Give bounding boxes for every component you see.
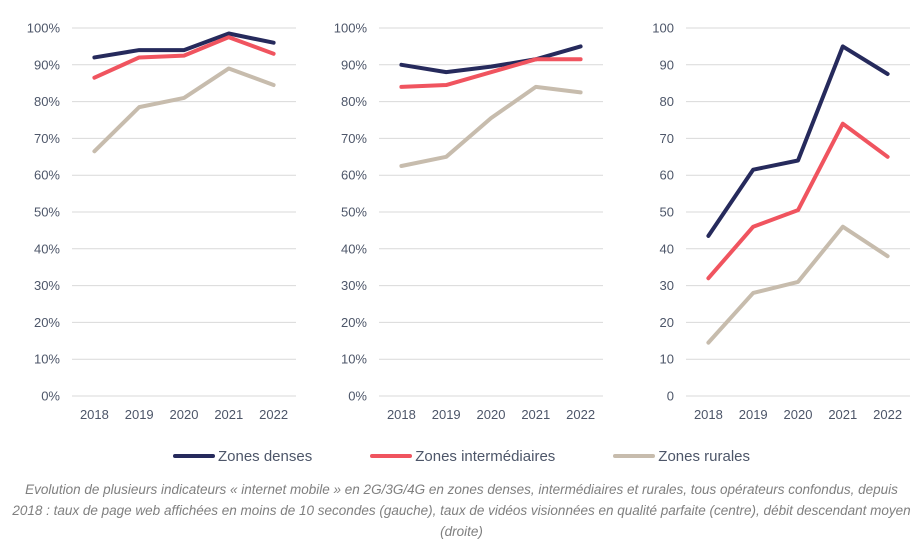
chart-right: 0 10 20 30 40 50 60 70 80 90 100 2018 2019 2020 2021 20…: [614, 6, 921, 430]
series-line-zones-intermédiaires: [706, 121, 890, 281]
y-tick-label: 30%: [34, 278, 60, 293]
y-tick-label: 50: [660, 205, 674, 220]
chart-left: 0% 10% 20% 30% 40% 50% 60% 70% 80% 90% 100% 2018 201…: [0, 6, 307, 430]
y-tick-label: 30: [660, 278, 674, 293]
x-tick-label: 2021: [214, 407, 243, 422]
legend-swatch-zones-intermediaires: [370, 454, 413, 458]
y-tick-label: 20%: [34, 315, 60, 330]
line-chart: 0% 10% 20% 30% 40% 50% 60% 70% 80% 90% 100% 2018 201…: [334, 21, 603, 422]
series-line-zones-rurales: [706, 224, 890, 345]
series-line-zones-rurales: [399, 84, 583, 168]
series-line-zones-rurales: [92, 66, 276, 154]
y-tick-label: 0%: [348, 389, 367, 404]
x-tick-label: 2019: [432, 407, 461, 422]
y-tick-label: 60: [660, 168, 674, 183]
series-line-zones-intermédiaires: [399, 57, 583, 89]
y-tick-label: 10%: [341, 352, 367, 367]
y-tick-label: 70%: [34, 131, 60, 146]
legend-item-zones-rurales: Zones rurales: [613, 448, 750, 465]
y-tick-label: 40%: [34, 241, 60, 256]
legend-item-zones-intermediaires: Zones intermédiaires: [370, 448, 555, 465]
series-line-zones-denses: [399, 44, 583, 75]
y-tick-label: 0%: [41, 389, 60, 404]
x-tick-label: 2019: [125, 407, 154, 422]
figure-caption: Evolution de plusieurs indicateurs « int…: [12, 482, 911, 539]
y-tick-label: 40%: [341, 241, 367, 256]
y-tick-label: 50%: [34, 205, 60, 220]
y-tick-label: 10%: [34, 352, 60, 367]
x-tick-label: 2020: [170, 407, 199, 422]
y-tick-label: 90: [660, 57, 674, 72]
line-chart: 0% 10% 20% 30% 40% 50% 60% 70% 80% 90% 100% 2018 201…: [27, 21, 296, 422]
y-tick-label: 100%: [334, 21, 368, 36]
y-tick-label: 60%: [341, 168, 367, 183]
charts-row: 0% 10% 20% 30% 40% 50% 60% 70% 80% 90% 100% 2018 201…: [0, 6, 923, 430]
y-tick-label: 0: [667, 389, 674, 404]
y-tick-label: 20: [660, 315, 674, 330]
chart-center: 0% 10% 20% 30% 40% 50% 60% 70% 80% 90% 100% 2018 201…: [307, 6, 614, 430]
y-tick-label: 50%: [341, 205, 367, 220]
legend-swatch-zones-rurales: [613, 454, 656, 458]
y-tick-label: 30%: [341, 278, 367, 293]
series-line-zones-denses: [706, 44, 890, 238]
y-tick-label: 100: [652, 21, 674, 36]
x-tick-label: 2020: [784, 407, 813, 422]
series-line-zones-intermédiaires: [92, 35, 276, 80]
y-tick-label: 20%: [341, 315, 367, 330]
y-tick-label: 90%: [34, 57, 60, 72]
x-tick-label: 2022: [873, 407, 902, 422]
legend-label: Zones denses: [217, 447, 313, 465]
line-chart: 0 10 20 30 40 50 60 70 80 90 100 2018 2019 2020 2021 20…: [652, 21, 910, 422]
y-tick-label: 40: [660, 241, 674, 256]
y-tick-label: 90%: [341, 57, 367, 72]
y-tick-label: 70%: [341, 131, 367, 146]
y-tick-label: 80: [660, 94, 674, 109]
y-tick-label: 70: [660, 131, 674, 146]
y-tick-label: 80%: [341, 94, 367, 109]
legend-label: Zones rurales: [658, 447, 750, 465]
x-tick-label: 2018: [80, 407, 109, 422]
y-tick-label: 60%: [34, 168, 60, 183]
legend-item-zones-denses: Zones denses: [172, 447, 313, 465]
legend-label: Zones intermédiaires: [415, 447, 556, 465]
x-tick-label: 2019: [739, 407, 768, 422]
x-tick-label: 2021: [828, 407, 857, 422]
legend: Zones denses Zones intermédiaires Zones …: [0, 444, 923, 468]
x-tick-label: 2022: [259, 407, 288, 422]
x-tick-label: 2021: [521, 407, 550, 422]
x-tick-label: 2022: [566, 407, 595, 422]
y-tick-label: 10: [660, 352, 674, 367]
x-tick-label: 2018: [387, 407, 416, 422]
y-tick-label: 100%: [27, 21, 61, 36]
x-tick-label: 2018: [694, 407, 723, 422]
y-tick-label: 80%: [34, 94, 60, 109]
x-tick-label: 2020: [477, 407, 506, 422]
legend-swatch-zones-denses: [172, 454, 215, 458]
series-line-zones-denses: [92, 31, 276, 60]
